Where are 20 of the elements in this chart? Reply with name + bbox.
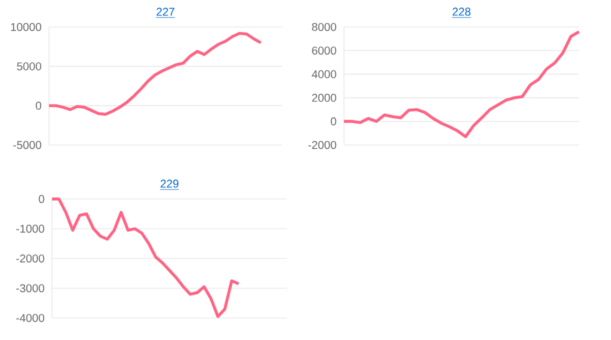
y-tick-label: -1000 (16, 224, 44, 233)
y-tick-label: -2000 (308, 141, 336, 149)
chart-title: 227 (156, 8, 174, 16)
y-tick-label: 6000 (312, 46, 336, 55)
chart-title: 228 (452, 8, 470, 16)
y-tick-label: 0 (36, 102, 42, 110)
y-tick-label: 8000 (312, 23, 336, 31)
y-tick-label: -2000 (16, 254, 44, 262)
y-tick-label: 4000 (312, 70, 336, 78)
y-tick-label: -5000 (13, 141, 42, 149)
y-tick-label: 2000 (312, 94, 336, 102)
chart-title: 229 (160, 180, 178, 188)
y-tick-label: -3000 (16, 284, 44, 292)
y-tick-label: 5000 (16, 62, 42, 70)
y-tick-label: 0 (38, 195, 44, 203)
y-tick-label: 0 (330, 117, 336, 126)
line-series (48, 32, 262, 116)
y-tick-label: 10000 (11, 23, 42, 31)
line-series (342, 30, 580, 138)
y-tick-label: -4000 (16, 314, 44, 322)
